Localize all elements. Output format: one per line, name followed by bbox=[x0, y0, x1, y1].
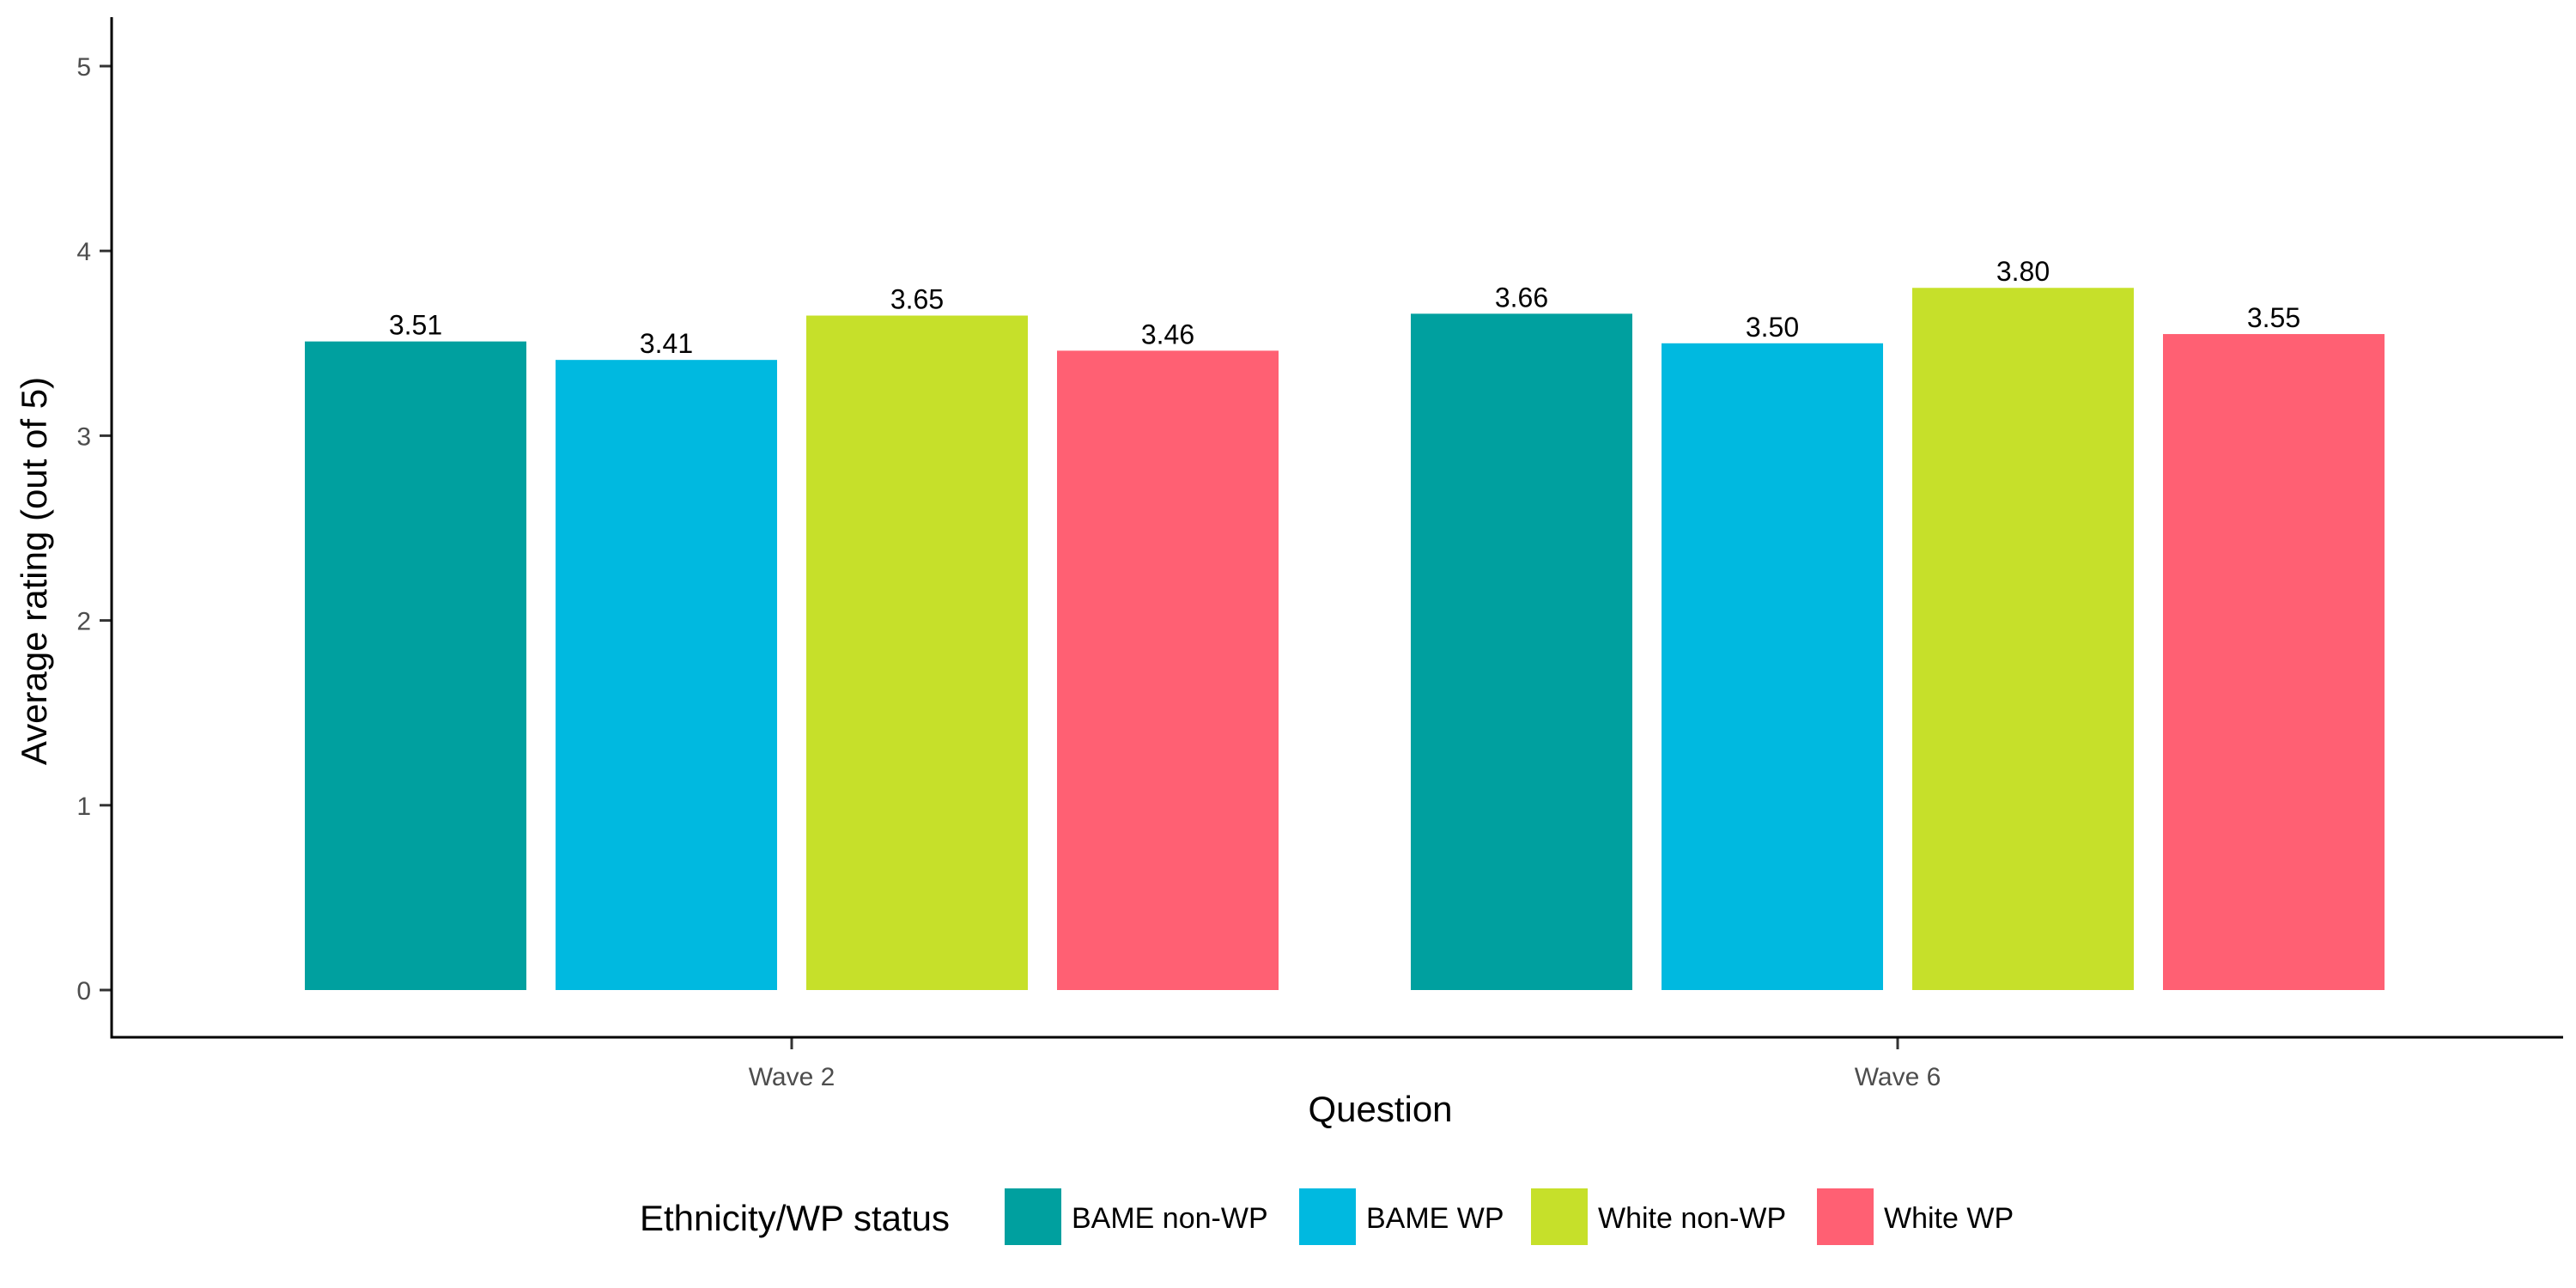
data-label: 3.66 bbox=[1495, 282, 1548, 313]
legend-item: BAME WP bbox=[1299, 1188, 1504, 1245]
y-axis-ticks: 0 1 2 3 4 5 bbox=[76, 53, 112, 1005]
x-tick-label: Wave 2 bbox=[749, 1063, 835, 1091]
legend-label: BAME non-WP bbox=[1072, 1202, 1268, 1235]
bar bbox=[1912, 288, 2134, 990]
y-tick-label: 4 bbox=[76, 238, 91, 266]
legend-key bbox=[1817, 1188, 1874, 1245]
data-label: 3.46 bbox=[1141, 319, 1194, 349]
legend-label: White non-WP bbox=[1598, 1202, 1786, 1235]
y-tick-label: 2 bbox=[76, 608, 91, 636]
legend: Ethnicity/WP status BAME non-WP BAME WP Wh… bbox=[640, 1188, 2014, 1245]
bar bbox=[2163, 334, 2385, 990]
legend-title: Ethnicity/WP status bbox=[640, 1198, 950, 1238]
x-axis-ticks: Wave 2 Wave 6 bbox=[749, 1037, 1941, 1091]
y-tick-label: 5 bbox=[76, 53, 91, 82]
legend-items: BAME non-WP BAME WP White non-WP White WP bbox=[1005, 1188, 2014, 1245]
legend-key bbox=[1531, 1188, 1588, 1245]
y-tick-label: 3 bbox=[76, 422, 91, 451]
y-tick-label: 0 bbox=[76, 977, 91, 1005]
y-tick-label: 1 bbox=[76, 793, 91, 821]
x-axis-title: Question bbox=[1308, 1089, 1452, 1129]
data-label: 3.65 bbox=[890, 284, 944, 315]
legend-key bbox=[1005, 1188, 1061, 1245]
data-label: 3.55 bbox=[2247, 302, 2300, 333]
legend-label: White WP bbox=[1884, 1202, 2014, 1235]
legend-item: White WP bbox=[1817, 1188, 2014, 1245]
bars bbox=[305, 288, 2385, 991]
legend-label: BAME WP bbox=[1366, 1202, 1504, 1235]
data-label: 3.41 bbox=[640, 328, 693, 359]
bar bbox=[556, 360, 777, 991]
legend-item: White non-WP bbox=[1531, 1188, 1786, 1245]
data-label: 3.80 bbox=[1996, 256, 2050, 287]
data-label: 3.50 bbox=[1746, 312, 1799, 343]
bar bbox=[305, 341, 526, 990]
bar bbox=[1662, 343, 1883, 990]
value-labels: 3.51 3.41 3.65 3.46 3.66 3.50 3.80 3.55 bbox=[389, 256, 2300, 359]
bar bbox=[806, 315, 1028, 990]
data-label: 3.51 bbox=[389, 310, 442, 341]
bar bbox=[1411, 313, 1632, 990]
legend-key bbox=[1299, 1188, 1356, 1245]
bar bbox=[1057, 350, 1279, 991]
legend-item: BAME non-WP bbox=[1005, 1188, 1268, 1245]
y-axis-title: Average rating (out of 5) bbox=[14, 377, 54, 765]
x-tick-label: Wave 6 bbox=[1855, 1063, 1941, 1091]
